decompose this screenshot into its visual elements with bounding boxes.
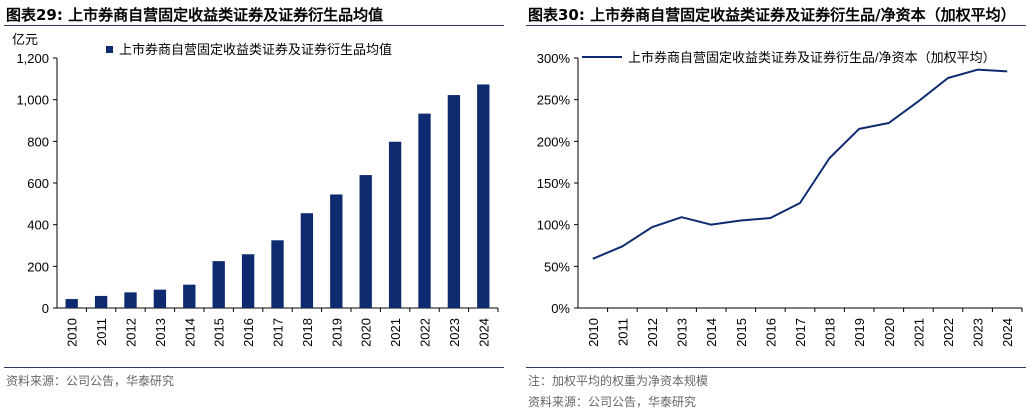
title-rule — [526, 25, 1026, 26]
bar — [65, 299, 78, 308]
x-tick-label: 2017 — [793, 318, 808, 347]
note-text: 注：加权平均的权重为净资本规模 — [528, 374, 709, 388]
y-tick-label: 600 — [27, 176, 49, 191]
y-tick-label: 400 — [27, 218, 49, 233]
y-tick-label: 50% — [544, 259, 570, 274]
y-tick-label: 200 — [27, 259, 49, 274]
bar — [300, 213, 314, 308]
source-text: 资料来源：公司公告，华泰研究 — [6, 374, 175, 388]
x-tick-label: 2020 — [359, 318, 374, 347]
x-tick-label: 2018 — [823, 318, 838, 347]
source-text: 资料来源：公司公告，华泰研究 — [528, 395, 697, 409]
bar — [418, 113, 431, 308]
x-tick-label: 2014 — [182, 318, 197, 347]
y-tick-label: 200% — [537, 134, 571, 149]
x-tick-label: 2010 — [586, 318, 601, 347]
bar — [153, 289, 167, 308]
x-tick-label: 2022 — [941, 318, 956, 347]
bar — [447, 95, 461, 308]
y-tick-label: 250% — [537, 93, 571, 108]
x-tick-label: 2016 — [241, 318, 256, 347]
y-tick-label: 1,000 — [16, 93, 49, 108]
y-tick-label: 150% — [537, 176, 571, 191]
x-tick-label: 2017 — [271, 318, 286, 347]
x-tick-label: 2015 — [734, 318, 749, 347]
bar — [124, 292, 137, 308]
x-tick-label: 2022 — [418, 318, 433, 347]
x-tick-label: 2021 — [911, 318, 926, 347]
bar — [241, 254, 255, 308]
x-tick-label: 2014 — [704, 318, 719, 347]
line-chart: 0% 50% 100% 150% 200% 250% 300% 2010 2011 2012 201… — [537, 50, 1023, 347]
series-line — [592, 68, 1008, 260]
bar — [183, 284, 196, 308]
y-tick-label: 100% — [537, 218, 571, 233]
bar — [359, 175, 372, 308]
y-axis-unit-label: 亿元 — [12, 32, 38, 47]
y-tick-label: 300% — [537, 51, 571, 66]
footer-rule — [4, 367, 504, 368]
x-tick-label: 2023 — [971, 318, 986, 347]
x-tick-label: 2016 — [763, 318, 778, 347]
x-tick-label: 2011 — [615, 318, 630, 346]
x-tick-label: 2012 — [645, 318, 660, 347]
legend-swatch — [106, 46, 113, 53]
x-tick-label: 2018 — [300, 318, 315, 347]
y-tick-label: 0 — [42, 301, 49, 316]
bar — [477, 84, 490, 308]
bar — [388, 141, 402, 308]
x-tick-label: 2013 — [675, 318, 690, 347]
x-tick-label: 2015 — [212, 318, 227, 347]
x-tick-label: 2012 — [124, 318, 139, 347]
bar-chart: 亿元 0 200 400 600 800 1,000 1,200 2010 2011 2012 201… — [12, 32, 499, 347]
x-tick-label: 2010 — [65, 318, 80, 347]
x-tick-label: 2024 — [1000, 318, 1015, 347]
y-tick-label: 800 — [27, 134, 49, 149]
legend-label: 上市券商自营固定收益类证券及证券衍生品/净资本（加权平均） — [628, 50, 996, 65]
y-tick-label: 0% — [551, 301, 570, 316]
bar — [94, 295, 108, 308]
y-tick-label: 1,200 — [16, 51, 49, 66]
x-tick-label: 2013 — [153, 318, 168, 347]
x-tick-label: 2011 — [94, 318, 109, 346]
x-tick-label: 2019 — [852, 318, 867, 347]
x-tick-label: 2023 — [447, 318, 462, 347]
bar — [271, 240, 284, 308]
x-tick-label: 2019 — [329, 318, 344, 347]
bar-chart-panel: 图表29: 上市券商自营固定收益类证券及证券衍生品均值 亿元 0 200 400 600… — [0, 0, 510, 413]
bar — [330, 194, 343, 308]
figure-title: 图表29: 上市券商自营固定收益类证券及证券衍生品均值 — [6, 6, 384, 24]
x-tick-label: 2024 — [476, 318, 491, 347]
footer-rule — [526, 367, 1026, 368]
legend-label: 上市券商自营固定收益类证券及证券衍生品均值 — [119, 42, 392, 57]
figure-title: 图表30: 上市券商自营固定收益类证券及证券衍生品/净资本（加权平均） — [528, 6, 1016, 24]
x-tick-label: 2021 — [388, 318, 403, 347]
x-tick-label: 2020 — [882, 318, 897, 347]
title-rule — [4, 25, 504, 26]
line-chart-panel: 图表30: 上市券商自营固定收益类证券及证券衍生品/净资本（加权平均） 0% 50… — [522, 0, 1030, 413]
bar — [212, 261, 225, 308]
